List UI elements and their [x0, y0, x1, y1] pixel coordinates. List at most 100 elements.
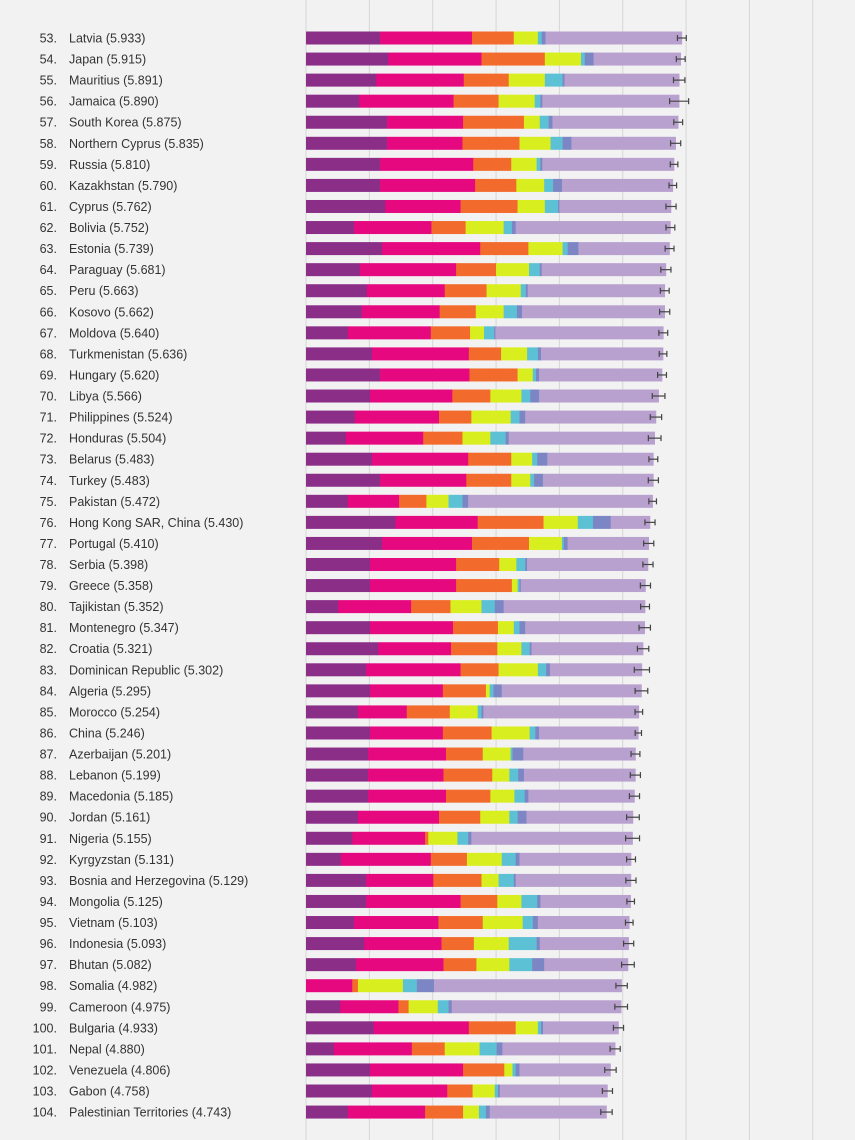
rank-label: 64.	[40, 263, 57, 277]
bar-segment-gdp	[306, 157, 381, 171]
bar-segment-dystopia-residual	[525, 410, 657, 424]
bar-segment-generosity	[580, 52, 586, 66]
bar-segment-freedom	[473, 937, 510, 951]
rank-label: 56.	[40, 95, 57, 109]
bar-segment-gdp	[306, 326, 349, 340]
bar-segment-gdp	[306, 410, 356, 424]
bar-segment-generosity	[522, 916, 534, 930]
rank-label: 60.	[40, 179, 57, 193]
bar-segment-dystopia-residual	[542, 1021, 619, 1035]
bar-segment-generosity	[514, 789, 525, 803]
bar-segment-trust	[548, 115, 553, 129]
rank-label: 81.	[40, 621, 57, 635]
country-label: Turkey (5.483)	[69, 474, 150, 488]
bar-segment-trust	[468, 831, 472, 845]
bar-segment-generosity	[479, 1042, 497, 1056]
bar-segment-gdp	[306, 642, 379, 656]
bar-segment-trust	[525, 284, 529, 298]
bar-segment-dystopia-residual	[503, 600, 646, 614]
bar-segment-freedom	[471, 410, 511, 424]
rank-label: 71.	[40, 411, 57, 425]
bar-segment-social-support	[369, 389, 453, 403]
bar-segment-generosity	[544, 178, 554, 192]
bar-segment-social-support	[357, 810, 440, 824]
bar-segment-trust	[592, 515, 612, 529]
bar-segment-life-expectancy	[430, 852, 468, 866]
country-label: Croatia (5.321)	[69, 642, 152, 656]
bar-segment-dystopia-residual	[471, 831, 633, 845]
bar-segment-dystopia-residual	[542, 157, 675, 171]
bar-segment-dystopia-residual	[525, 621, 646, 635]
bar-segment-freedom	[480, 810, 510, 824]
bar-segment-generosity	[508, 937, 537, 951]
rank-label: 86.	[40, 726, 57, 740]
bar-segment-generosity	[521, 389, 531, 403]
bar-segment-generosity	[517, 579, 520, 593]
bar-segment-life-expectancy	[399, 494, 427, 508]
rank-label: 90.	[40, 811, 57, 825]
bar-segment-trust	[535, 726, 540, 740]
bar-segment-dystopia-residual	[522, 305, 665, 319]
bar-segment-dystopia-residual	[539, 389, 659, 403]
bar-segment-life-expectancy	[463, 1063, 505, 1077]
rank-label: 80.	[40, 600, 57, 614]
bar-segment-life-expectancy	[460, 894, 498, 908]
bar-segment-gdp	[306, 937, 365, 951]
bar-segment-life-expectancy	[468, 347, 502, 361]
bar-segment-generosity	[509, 768, 519, 782]
bar-segment-freedom	[511, 579, 518, 593]
bar-segment-generosity	[544, 73, 563, 87]
rank-label: 68.	[40, 347, 57, 361]
bar-segment-life-expectancy	[481, 52, 546, 66]
bar-segment-generosity	[516, 558, 526, 571]
bar-segment-freedom	[528, 242, 563, 256]
bar-segment-trust	[494, 600, 504, 614]
bar-segment-dystopia-residual	[561, 178, 674, 192]
bar-segment-life-expectancy	[468, 452, 512, 466]
bar-segment-trust	[512, 747, 524, 761]
bar-segment-gdp	[306, 621, 371, 635]
bar-segment-trust	[530, 389, 540, 403]
bar-segment-dystopia-residual	[520, 579, 646, 593]
bar-segment-generosity	[498, 873, 515, 887]
bar-segment-life-expectancy	[453, 94, 499, 108]
bar-segment-generosity	[544, 199, 559, 213]
bar-segment-social-support	[366, 873, 434, 887]
bar-segment-generosity	[509, 810, 518, 824]
bar-segment-social-support	[366, 894, 461, 908]
country-label: Mauritius (5.891)	[69, 74, 163, 88]
rank-label: 77.	[40, 537, 57, 551]
bar-segment-dystopia-residual	[610, 515, 651, 529]
bar-segment-trust	[562, 136, 572, 150]
bar-segment-social-support	[387, 115, 464, 129]
bar-segment-trust	[448, 1000, 453, 1014]
bar-segment-social-support	[345, 431, 424, 445]
bar-segment-trust	[517, 810, 527, 824]
bar-segment-trust	[513, 873, 516, 887]
country-label: Moldova (5.640)	[69, 326, 159, 340]
bar-segment-freedom	[516, 178, 545, 192]
country-label: Cameroon (4.975)	[69, 1000, 170, 1014]
country-label: Russia (5.810)	[69, 158, 150, 172]
bar-segment-gdp	[306, 178, 381, 192]
bar-segment-social-support	[333, 1042, 413, 1056]
country-label: Latvia (5.933)	[69, 32, 145, 46]
bar-segment-generosity	[489, 684, 494, 698]
country-label: Tajikistan (5.352)	[69, 600, 164, 614]
bar-segment-generosity	[477, 705, 482, 719]
bar-segment-trust	[505, 431, 510, 445]
bar-segment-generosity	[490, 431, 506, 445]
rank-label: 73.	[40, 453, 57, 467]
bar-segment-trust	[540, 157, 543, 171]
bar-segment-social-support	[388, 52, 482, 66]
bar-segment-life-expectancy	[477, 515, 544, 529]
country-label: Vietnam (5.103)	[69, 916, 158, 930]
country-label: Mongolia (5.125)	[69, 895, 163, 909]
bar-segment-life-expectancy	[463, 115, 525, 129]
country-label: Gabon (4.758)	[69, 1085, 150, 1099]
rank-label: 70.	[40, 390, 57, 404]
bar-segment-generosity	[503, 221, 513, 235]
bar-segment-generosity	[536, 157, 541, 171]
bar-segment-gdp	[306, 684, 371, 698]
bar-segment-gdp	[306, 958, 357, 972]
